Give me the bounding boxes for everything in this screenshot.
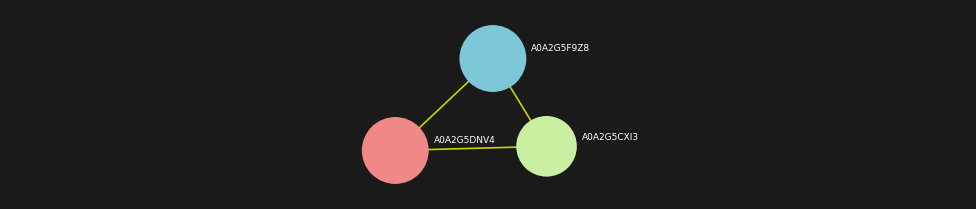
- Ellipse shape: [362, 117, 428, 184]
- Ellipse shape: [516, 116, 577, 177]
- Text: A0A2G5DNV4: A0A2G5DNV4: [433, 136, 496, 145]
- Text: A0A2G5CXI3: A0A2G5CXI3: [582, 133, 639, 142]
- Text: A0A2G5F9Z8: A0A2G5F9Z8: [531, 44, 590, 53]
- Ellipse shape: [460, 25, 526, 92]
